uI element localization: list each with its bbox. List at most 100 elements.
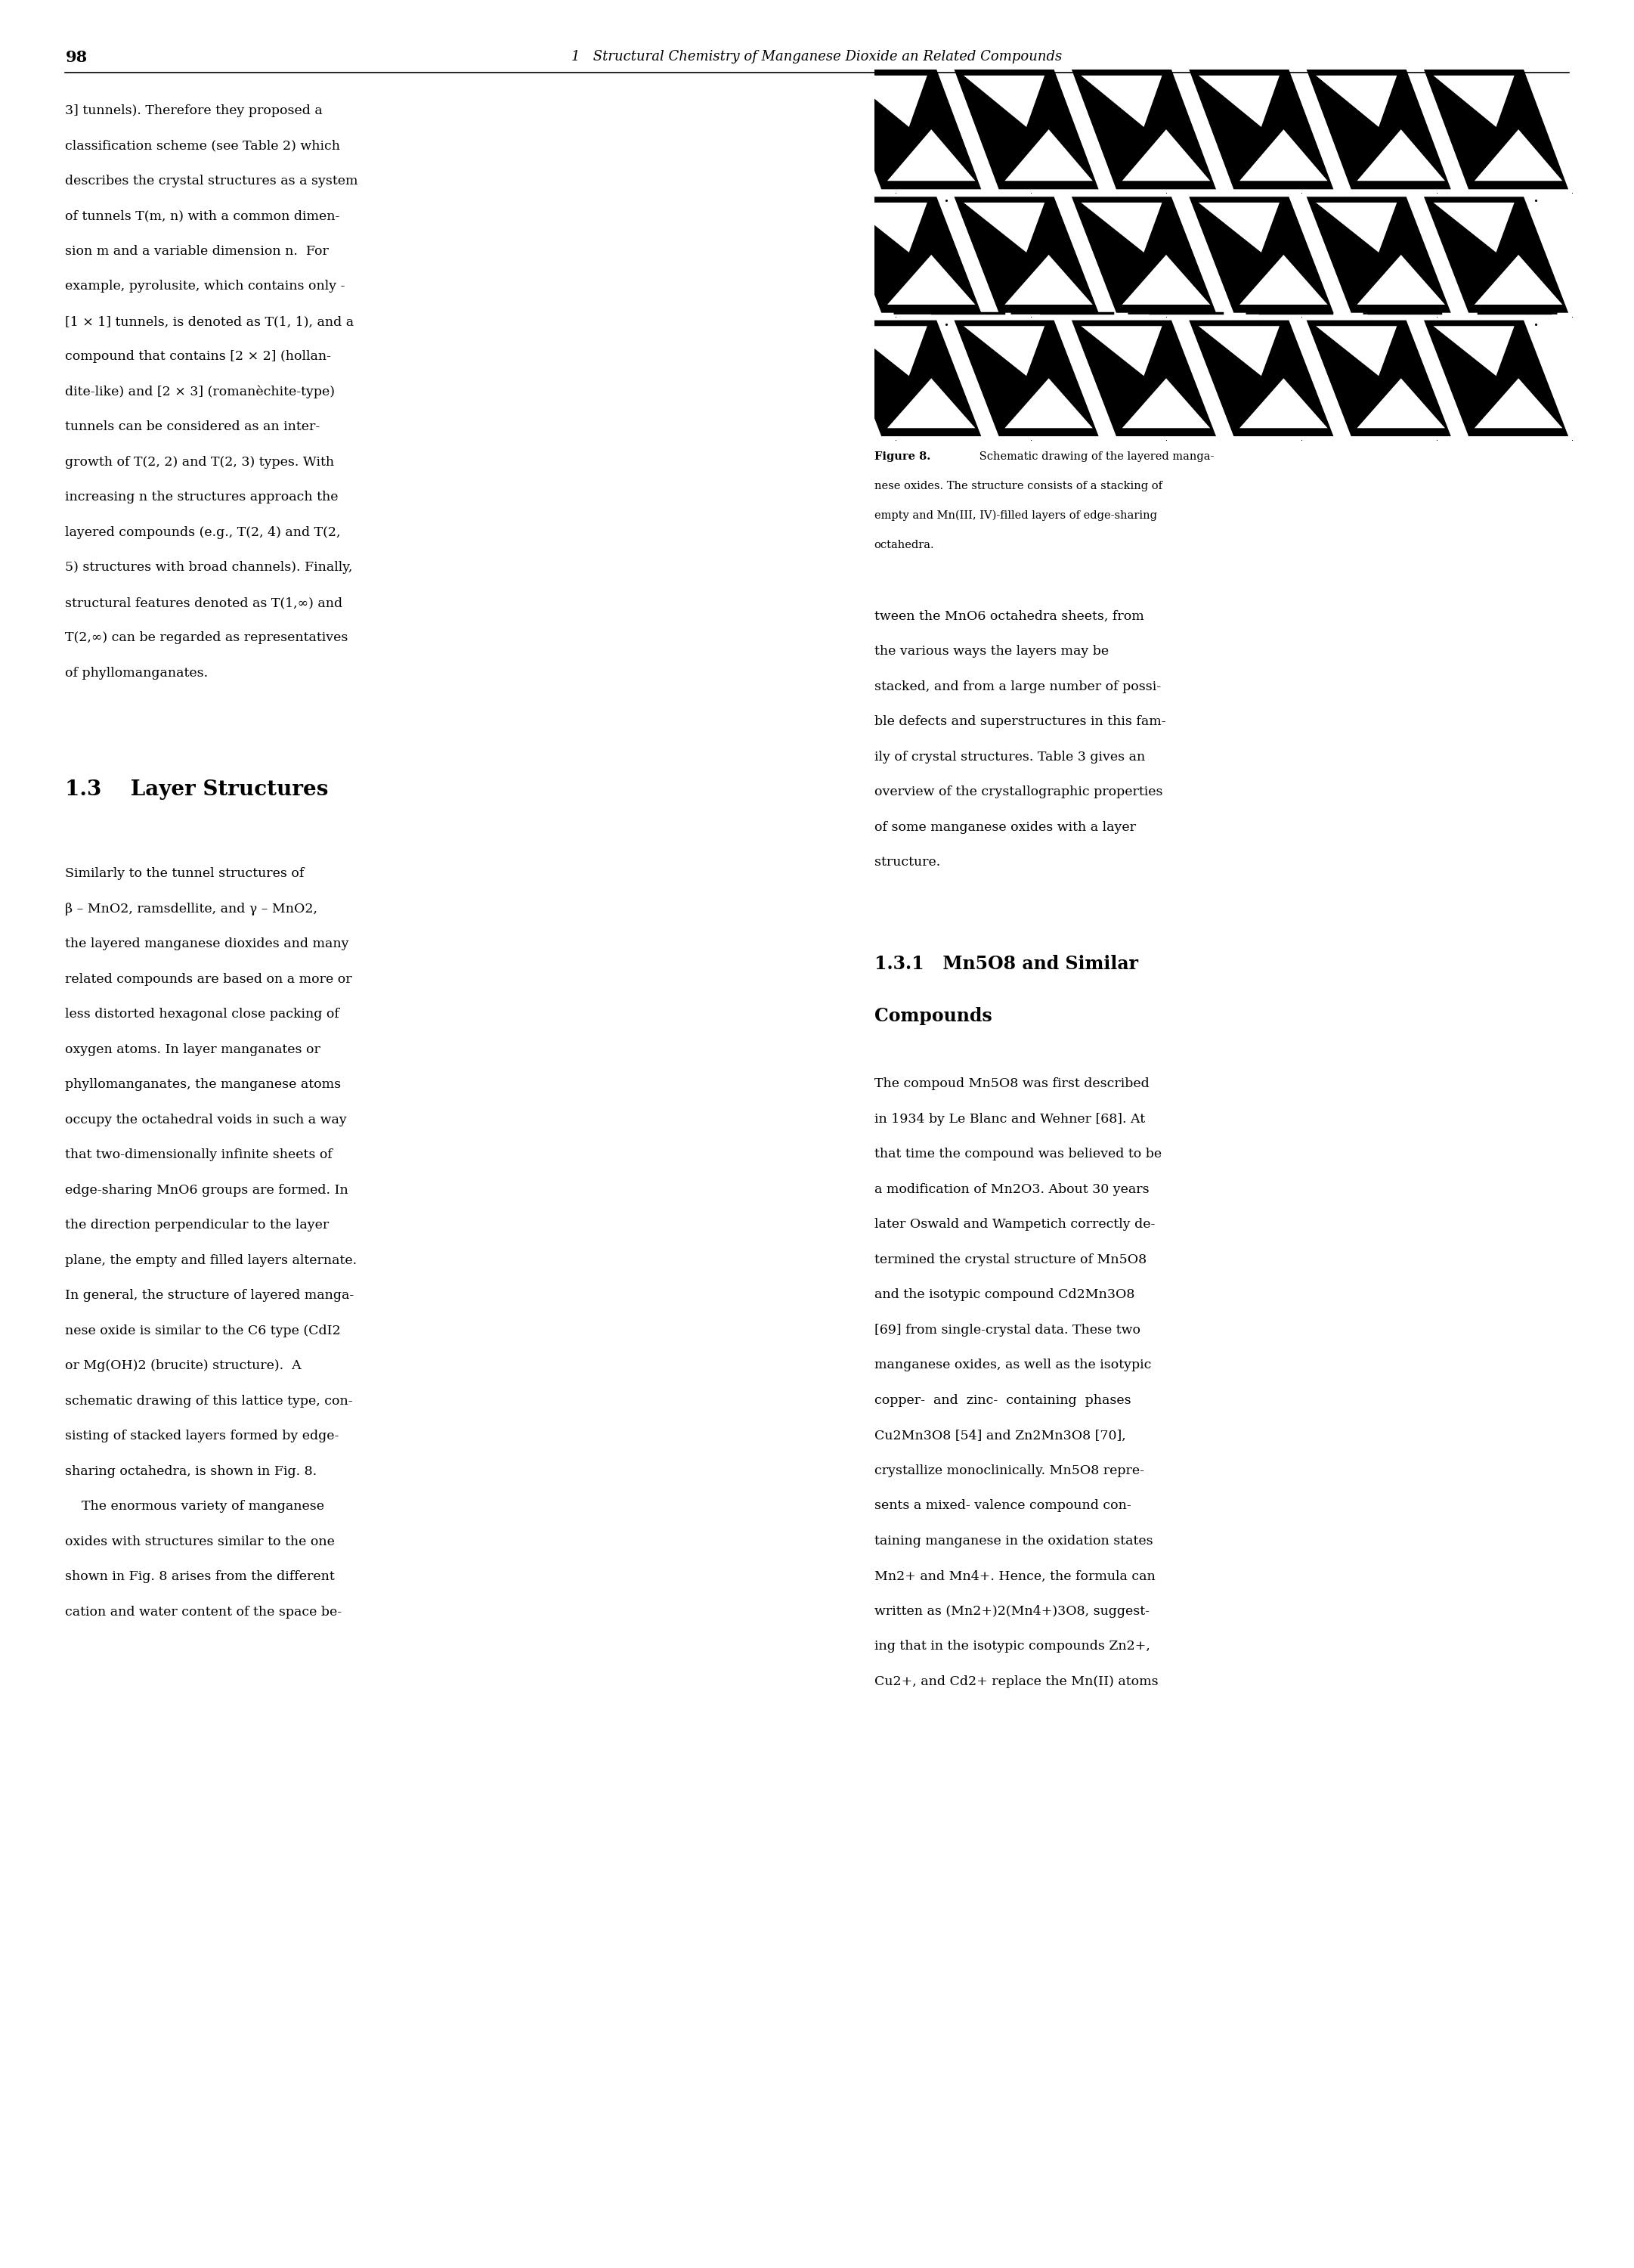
Text: Cu2Mn3O8 [54] and Zn2Mn3O8 [70],: Cu2Mn3O8 [54] and Zn2Mn3O8 [70], — [874, 1429, 1126, 1442]
Text: In general, the structure of layered manga-: In general, the structure of layered man… — [65, 1288, 355, 1302]
Polygon shape — [1123, 379, 1211, 429]
Polygon shape — [1307, 197, 1451, 313]
Polygon shape — [1005, 379, 1093, 429]
Polygon shape — [1307, 70, 1451, 188]
Text: 1   Structural Chemistry of Manganese Dioxide an Related Compounds: 1 Structural Chemistry of Manganese Diox… — [572, 50, 1062, 64]
Polygon shape — [954, 70, 1098, 188]
Polygon shape — [1190, 320, 1333, 435]
Text: sion m and a variable dimension n.  For: sion m and a variable dimension n. For — [65, 245, 328, 259]
Text: that time the compound was believed to be: that time the compound was believed to b… — [874, 1148, 1162, 1161]
Text: tween the MnO6 octahedra sheets, from: tween the MnO6 octahedra sheets, from — [874, 610, 1144, 624]
Polygon shape — [1198, 202, 1279, 252]
Polygon shape — [1433, 75, 1515, 127]
Polygon shape — [1307, 320, 1451, 435]
Polygon shape — [1123, 254, 1211, 304]
Text: sharing octahedra, is shown in Fig. 8.: sharing octahedra, is shown in Fig. 8. — [65, 1465, 317, 1479]
Text: edge-sharing MnO6 groups are formed. In: edge-sharing MnO6 groups are formed. In — [65, 1184, 348, 1198]
Text: copper-  and  zinc-  containing  phases: copper- and zinc- containing phases — [874, 1395, 1131, 1406]
Polygon shape — [1423, 197, 1569, 313]
Polygon shape — [837, 197, 980, 313]
Text: of phyllomanganates.: of phyllomanganates. — [65, 667, 208, 680]
Text: 1.3.1   Mn5O8 and Similar: 1.3.1 Mn5O8 and Similar — [874, 955, 1137, 973]
Text: layered compounds (e.g., T(2, 4) and T(2,: layered compounds (e.g., T(2, 4) and T(2… — [65, 526, 342, 540]
Text: schematic drawing of this lattice type, con-: schematic drawing of this lattice type, … — [65, 1395, 353, 1408]
Polygon shape — [1082, 327, 1162, 376]
Text: compound that contains [2 × 2] (hollan-: compound that contains [2 × 2] (hollan- — [65, 349, 332, 363]
Polygon shape — [837, 320, 980, 435]
Polygon shape — [1240, 129, 1327, 181]
Text: sisting of stacked layers formed by edge-: sisting of stacked layers formed by edge… — [65, 1429, 340, 1442]
Polygon shape — [1474, 379, 1562, 429]
Polygon shape — [846, 202, 926, 252]
Polygon shape — [837, 70, 980, 188]
Text: Figure 8.: Figure 8. — [874, 451, 930, 463]
Text: cation and water content of the space be-: cation and water content of the space be… — [65, 1606, 342, 1619]
Text: oxygen atoms. In layer manganates or: oxygen atoms. In layer manganates or — [65, 1043, 320, 1057]
Text: shown in Fig. 8 arises from the different: shown in Fig. 8 arises from the differen… — [65, 1569, 335, 1583]
Text: ing that in the isotypic compounds Zn2+,: ing that in the isotypic compounds Zn2+, — [874, 1640, 1150, 1653]
Text: taining manganese in the oxidation states: taining manganese in the oxidation state… — [874, 1535, 1154, 1547]
Text: The compoud Mn5O8 was first described: The compoud Mn5O8 was first described — [874, 1077, 1149, 1091]
Polygon shape — [1123, 129, 1211, 181]
Polygon shape — [1356, 254, 1444, 304]
Polygon shape — [1315, 327, 1397, 376]
Text: 1.3    Layer Structures: 1.3 Layer Structures — [65, 780, 328, 801]
Text: the direction perpendicular to the layer: the direction perpendicular to the layer — [65, 1218, 330, 1232]
Text: example, pyrolusite, which contains only -: example, pyrolusite, which contains only… — [65, 279, 345, 293]
Text: 3] tunnels). Therefore they proposed a: 3] tunnels). Therefore they proposed a — [65, 104, 324, 118]
Polygon shape — [1433, 202, 1515, 252]
Text: The enormous variety of manganese: The enormous variety of manganese — [65, 1499, 325, 1513]
Text: of some manganese oxides with a layer: of some manganese oxides with a layer — [874, 821, 1136, 835]
Text: empty and Mn(III, IV)-filled layers of edge-sharing: empty and Mn(III, IV)-filled layers of e… — [874, 510, 1157, 522]
Polygon shape — [954, 197, 1098, 313]
Polygon shape — [1072, 320, 1216, 435]
Polygon shape — [1356, 129, 1444, 181]
Polygon shape — [1190, 70, 1333, 188]
Text: describes the crystal structures as a system: describes the crystal structures as a sy… — [65, 175, 358, 188]
Text: and the isotypic compound Cd2Mn3O8: and the isotypic compound Cd2Mn3O8 — [874, 1288, 1134, 1302]
Text: a modification of Mn2O3. About 30 years: a modification of Mn2O3. About 30 years — [874, 1184, 1149, 1195]
Text: less distorted hexagonal close packing of: less distorted hexagonal close packing o… — [65, 1007, 340, 1021]
Text: nese oxides. The structure consists of a stacking of: nese oxides. The structure consists of a… — [874, 481, 1162, 492]
Text: octahedra.: octahedra. — [874, 540, 935, 551]
Polygon shape — [1198, 75, 1279, 127]
Polygon shape — [1072, 70, 1216, 188]
Text: manganese oxides, as well as the isotypic: manganese oxides, as well as the isotypi… — [874, 1359, 1150, 1372]
Text: 98: 98 — [65, 50, 87, 66]
Text: related compounds are based on a more or: related compounds are based on a more or — [65, 973, 353, 987]
Polygon shape — [964, 327, 1044, 376]
Text: 5) structures with broad channels). Finally,: 5) structures with broad channels). Fina… — [65, 560, 353, 574]
Polygon shape — [964, 75, 1044, 127]
Text: [69] from single-crystal data. These two: [69] from single-crystal data. These two — [874, 1325, 1141, 1336]
Text: ble defects and superstructures in this fam-: ble defects and superstructures in this … — [874, 714, 1165, 728]
Polygon shape — [1315, 202, 1397, 252]
Text: nese oxide is similar to the C6 type (CdI2: nese oxide is similar to the C6 type (Cd… — [65, 1325, 342, 1338]
Polygon shape — [1082, 202, 1162, 252]
Text: classification scheme (see Table 2) which: classification scheme (see Table 2) whic… — [65, 141, 340, 152]
Polygon shape — [1072, 197, 1216, 313]
Polygon shape — [846, 327, 926, 376]
Text: of tunnels T(m, n) with a common dimen-: of tunnels T(m, n) with a common dimen- — [65, 209, 340, 222]
Polygon shape — [1240, 379, 1327, 429]
Text: ily of crystal structures. Table 3 gives an: ily of crystal structures. Table 3 gives… — [874, 751, 1145, 764]
Polygon shape — [1423, 320, 1569, 435]
Text: Mn2+ and Mn4+. Hence, the formula can: Mn2+ and Mn4+. Hence, the formula can — [874, 1569, 1155, 1583]
Text: crystallize monoclinically. Mn5O8 repre-: crystallize monoclinically. Mn5O8 repre- — [874, 1465, 1144, 1476]
Text: stacked, and from a large number of possi-: stacked, and from a large number of poss… — [874, 680, 1160, 694]
Text: oxides with structures similar to the one: oxides with structures similar to the on… — [65, 1535, 335, 1549]
Text: the layered manganese dioxides and many: the layered manganese dioxides and many — [65, 937, 350, 950]
Text: sents a mixed- valence compound con-: sents a mixed- valence compound con- — [874, 1499, 1131, 1513]
Text: Cu2+, and Cd2+ replace the Mn(II) atoms: Cu2+, and Cd2+ replace the Mn(II) atoms — [874, 1676, 1159, 1687]
Text: or Mg(OH)2 (brucite) structure).  A: or Mg(OH)2 (brucite) structure). A — [65, 1359, 302, 1372]
Polygon shape — [1474, 129, 1562, 181]
Text: the various ways the layers may be: the various ways the layers may be — [874, 644, 1108, 658]
Text: growth of T(2, 2) and T(2, 3) types. With: growth of T(2, 2) and T(2, 3) types. Wit… — [65, 456, 335, 469]
Polygon shape — [887, 379, 975, 429]
Text: Schematic drawing of the layered manga-: Schematic drawing of the layered manga- — [975, 451, 1214, 463]
Text: that two-dimensionally infinite sheets of: that two-dimensionally infinite sheets o… — [65, 1148, 333, 1161]
Polygon shape — [1433, 327, 1515, 376]
Text: written as (Mn2+)2(Mn4+)3O8, suggest-: written as (Mn2+)2(Mn4+)3O8, suggest- — [874, 1606, 1149, 1617]
Text: [1 × 1] tunnels, is denoted as T(1, 1), and a: [1 × 1] tunnels, is denoted as T(1, 1), … — [65, 315, 355, 329]
Text: overview of the crystallographic properties: overview of the crystallographic propert… — [874, 785, 1162, 798]
Polygon shape — [1082, 75, 1162, 127]
